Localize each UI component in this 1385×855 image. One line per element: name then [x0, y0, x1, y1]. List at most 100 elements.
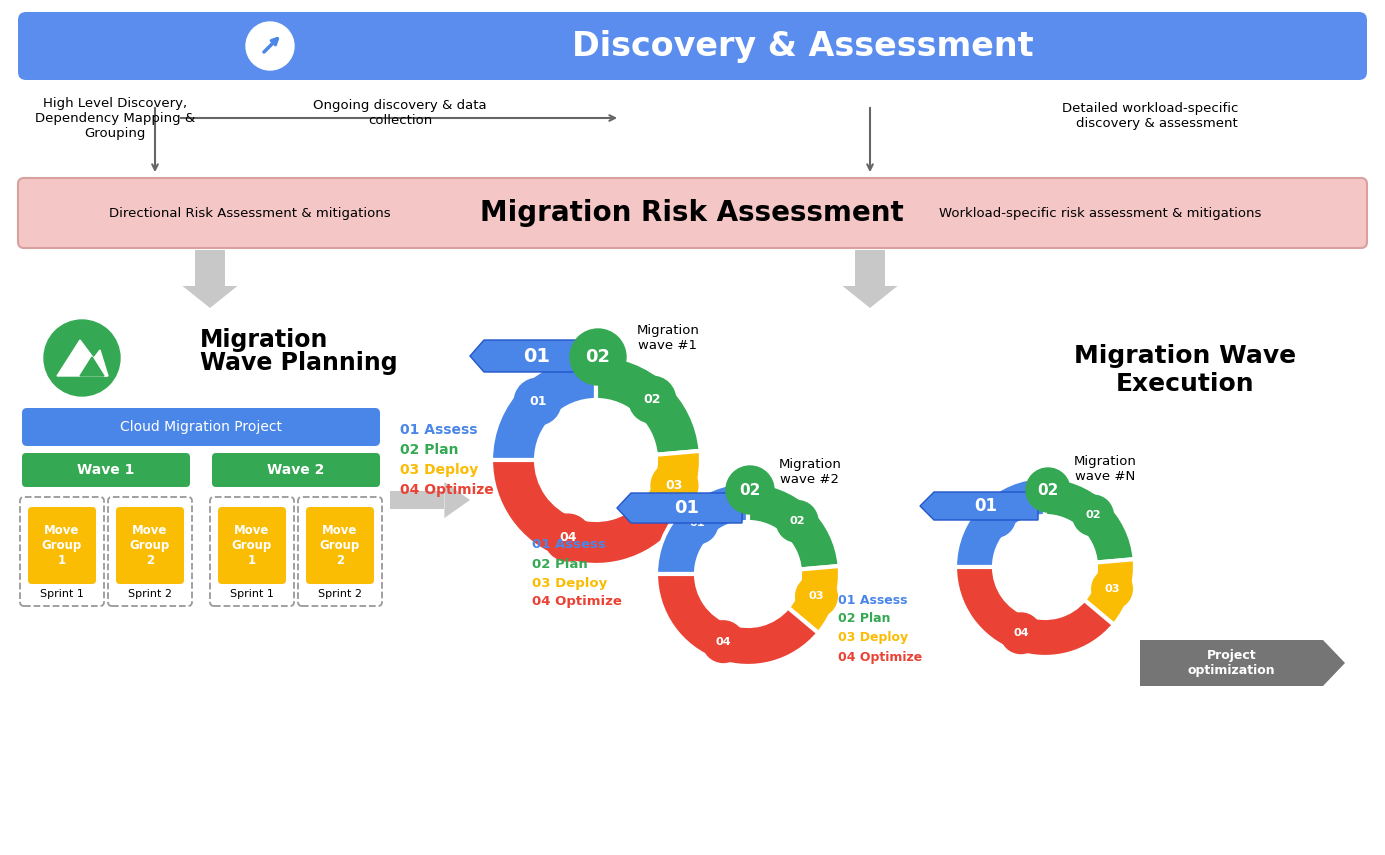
- Wedge shape: [1084, 559, 1134, 625]
- Polygon shape: [183, 286, 237, 308]
- Text: Detailed workload-specific
discovery & assessment: Detailed workload-specific discovery & a…: [1062, 102, 1238, 130]
- Text: Project
optimization: Project optimization: [1188, 649, 1276, 677]
- Text: 01: 01: [529, 395, 547, 408]
- Text: 01 Assess: 01 Assess: [400, 423, 478, 437]
- FancyBboxPatch shape: [116, 507, 184, 584]
- Circle shape: [514, 378, 561, 425]
- Circle shape: [544, 514, 591, 561]
- Wedge shape: [596, 355, 701, 455]
- Bar: [195, 250, 224, 286]
- Polygon shape: [80, 350, 108, 376]
- FancyBboxPatch shape: [306, 507, 374, 584]
- Text: 01: 01: [690, 518, 705, 528]
- Circle shape: [702, 621, 744, 663]
- FancyBboxPatch shape: [217, 507, 285, 584]
- FancyBboxPatch shape: [22, 453, 190, 487]
- Text: Sprint 1: Sprint 1: [230, 589, 274, 599]
- Circle shape: [1091, 569, 1133, 609]
- Text: Ongoing discovery & data
collection: Ongoing discovery & data collection: [313, 99, 486, 127]
- Text: 02 Plan: 02 Plan: [838, 612, 891, 626]
- Text: 01 Assess: 01 Assess: [838, 593, 907, 606]
- Polygon shape: [616, 493, 742, 523]
- Circle shape: [629, 376, 676, 423]
- FancyBboxPatch shape: [28, 507, 96, 584]
- Bar: [391, 491, 445, 509]
- Polygon shape: [1140, 640, 1345, 686]
- FancyBboxPatch shape: [212, 453, 379, 487]
- Text: 04 Optimize: 04 Optimize: [838, 651, 922, 663]
- Text: 02: 02: [586, 348, 611, 366]
- Wedge shape: [656, 574, 819, 666]
- Text: Move
Group
2: Move Group 2: [130, 524, 170, 567]
- Polygon shape: [470, 340, 590, 372]
- Text: Migration
wave #1: Migration wave #1: [637, 324, 699, 352]
- FancyBboxPatch shape: [22, 408, 379, 446]
- Circle shape: [651, 462, 698, 509]
- FancyBboxPatch shape: [18, 178, 1367, 248]
- Circle shape: [676, 502, 717, 544]
- Text: Cloud Migration Project: Cloud Migration Project: [120, 420, 283, 434]
- FancyBboxPatch shape: [19, 497, 104, 606]
- Polygon shape: [920, 492, 1037, 520]
- Circle shape: [777, 500, 819, 542]
- Text: 04: 04: [560, 531, 576, 544]
- Text: 03: 03: [666, 479, 683, 492]
- Text: 04 Optimize: 04 Optimize: [400, 483, 493, 497]
- Wedge shape: [748, 482, 839, 569]
- Text: 03: 03: [1104, 584, 1120, 593]
- Text: Sprint 1: Sprint 1: [40, 589, 84, 599]
- Polygon shape: [80, 357, 104, 376]
- Wedge shape: [643, 451, 701, 528]
- Wedge shape: [1046, 477, 1134, 563]
- Text: Directional Risk Assessment & mitigations: Directional Risk Assessment & mitigation…: [109, 207, 391, 220]
- Text: 02: 02: [1086, 510, 1101, 521]
- Text: 03 Deploy: 03 Deploy: [838, 632, 909, 645]
- Wedge shape: [956, 567, 1114, 657]
- Circle shape: [726, 466, 774, 514]
- Text: 02: 02: [644, 393, 661, 406]
- Wedge shape: [492, 460, 676, 565]
- Text: 01: 01: [524, 346, 550, 365]
- Text: 03: 03: [809, 592, 824, 601]
- Text: 01: 01: [674, 499, 699, 517]
- Text: Sprint 2: Sprint 2: [319, 589, 361, 599]
- Text: 04 Optimize: 04 Optimize: [532, 595, 622, 609]
- Text: Migration Wave
Execution: Migration Wave Execution: [1073, 344, 1296, 396]
- Wedge shape: [956, 477, 1046, 567]
- Text: Migration
wave #N: Migration wave #N: [1073, 455, 1137, 483]
- Text: 04: 04: [1012, 628, 1029, 638]
- Circle shape: [1026, 468, 1071, 512]
- Text: 04: 04: [716, 637, 731, 646]
- Circle shape: [975, 497, 1015, 538]
- FancyBboxPatch shape: [18, 12, 1367, 80]
- FancyBboxPatch shape: [211, 497, 294, 606]
- Text: 02: 02: [740, 482, 760, 498]
- Wedge shape: [656, 482, 748, 574]
- Text: Migration
wave #2: Migration wave #2: [778, 458, 842, 486]
- Polygon shape: [445, 482, 470, 518]
- FancyBboxPatch shape: [108, 497, 193, 606]
- Text: 02 Plan: 02 Plan: [532, 557, 587, 570]
- Circle shape: [247, 22, 294, 70]
- Text: Sprint 2: Sprint 2: [127, 589, 172, 599]
- Polygon shape: [842, 286, 897, 308]
- Text: 01: 01: [988, 512, 1003, 522]
- Polygon shape: [57, 340, 107, 376]
- FancyBboxPatch shape: [298, 497, 382, 606]
- Text: Workload-specific risk assessment & mitigations: Workload-specific risk assessment & miti…: [939, 207, 1262, 220]
- Text: 01: 01: [975, 497, 997, 515]
- Text: High Level Discovery,
Dependency Mapping &
Grouping: High Level Discovery, Dependency Mapping…: [35, 97, 195, 139]
- Text: 02: 02: [1037, 482, 1058, 498]
- Text: 02: 02: [789, 516, 805, 527]
- Circle shape: [44, 320, 120, 396]
- Wedge shape: [788, 566, 839, 634]
- Text: 03 Deploy: 03 Deploy: [400, 463, 478, 477]
- Circle shape: [1073, 495, 1114, 536]
- Text: Move
Group
2: Move Group 2: [320, 524, 360, 567]
- Text: Move
Group
1: Move Group 1: [231, 524, 271, 567]
- Circle shape: [1000, 613, 1042, 653]
- Circle shape: [795, 575, 838, 617]
- Text: Discovery & Assessment: Discovery & Assessment: [572, 30, 1035, 62]
- Text: Wave 2: Wave 2: [267, 463, 324, 477]
- Text: Move
Group
1: Move Group 1: [42, 524, 82, 567]
